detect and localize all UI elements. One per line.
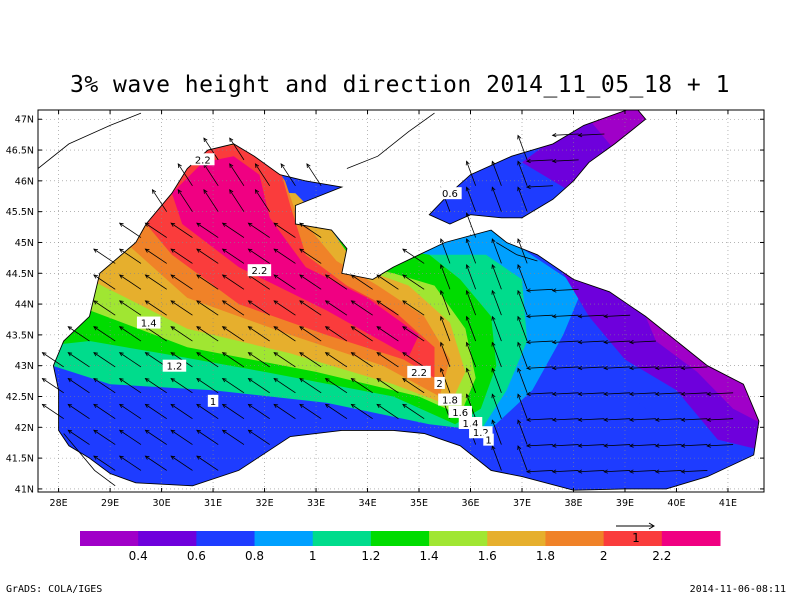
legend-swatch bbox=[312, 531, 372, 546]
legend-swatch bbox=[196, 531, 256, 546]
contour-label-box bbox=[438, 393, 462, 406]
lon-tick-label: 31E bbox=[204, 498, 222, 509]
contour-label-box bbox=[162, 359, 187, 372]
reference-vector-label: 1 bbox=[632, 531, 640, 545]
legend-swatch bbox=[370, 531, 430, 546]
legend-swatch bbox=[429, 531, 488, 546]
lat-tick-label: 45.5N bbox=[6, 207, 34, 218]
lon-tick-label: 35E bbox=[410, 498, 428, 509]
legend-label: 2 bbox=[600, 549, 608, 563]
contour-label: 1 bbox=[210, 397, 216, 408]
legend-label: 0.4 bbox=[129, 549, 148, 563]
legend-label: 1.8 bbox=[536, 549, 555, 563]
lon-tick-label: 28E bbox=[50, 498, 68, 509]
lat-tick-label: 43.5N bbox=[6, 330, 34, 341]
legend-label: 0.6 bbox=[187, 549, 206, 563]
contour-label-box bbox=[407, 365, 431, 378]
lon-tick-label: 40E bbox=[667, 498, 685, 509]
page-title: 3% wave height and direction 2014_11_05_… bbox=[70, 72, 730, 98]
color-legend: 0.4 0.6 0.8 1 1.2 1.4 1.6 1.8 2 2.2 bbox=[80, 531, 721, 563]
legend-label: 1.6 bbox=[478, 549, 497, 563]
axes: 47N 46.5N 46N 45.5N 45N 44.5N 44N 43.5N 43N 42.5N… bbox=[6, 110, 764, 509]
lat-lon-grid bbox=[38, 110, 764, 492]
contour-label-box bbox=[458, 416, 483, 429]
contour-label-box bbox=[207, 394, 219, 407]
lat-tick-label: 46.5N bbox=[6, 146, 34, 157]
legend-label: 1.4 bbox=[420, 549, 439, 563]
lon-tick-label: 32E bbox=[256, 498, 274, 509]
lon-tick-label: 37E bbox=[513, 498, 531, 509]
contour-label: 1.4 bbox=[141, 319, 157, 330]
contour-label-box bbox=[136, 316, 161, 329]
contour-label-box bbox=[247, 264, 272, 277]
contour-label-box bbox=[483, 433, 494, 446]
lat-tick-label: 46N bbox=[15, 176, 34, 187]
contour-label-box bbox=[434, 376, 445, 389]
lat-tick-label: 44.5N bbox=[6, 269, 34, 280]
contour-label-box bbox=[438, 187, 462, 200]
contour-label: 0.6 bbox=[442, 189, 458, 200]
contour-label: 1.6 bbox=[452, 408, 468, 419]
contour-label: 1.8 bbox=[442, 396, 458, 407]
legend-swatch bbox=[487, 531, 546, 546]
contour-label: 1.4 bbox=[463, 419, 479, 430]
contour-label: 2 bbox=[436, 379, 442, 390]
lat-tick-label: 42N bbox=[15, 423, 34, 434]
lat-tick-label: 42.5N bbox=[6, 392, 34, 403]
lon-tick-label: 36E bbox=[461, 498, 479, 509]
reference-arrow-head bbox=[648, 522, 655, 530]
contour-labels: 2.20.62.21.41.212.221.81.61.41.21 bbox=[136, 153, 494, 447]
contour-label: 2.2 bbox=[195, 155, 211, 166]
contour-label-box bbox=[448, 405, 472, 418]
lat-tick-label: 43N bbox=[15, 361, 34, 372]
lon-tick-label: 38E bbox=[564, 498, 582, 509]
lat-tick-label: 44N bbox=[15, 300, 34, 311]
contour-label: 2.2 bbox=[251, 266, 267, 277]
map-frame bbox=[37, 109, 765, 493]
legend-label: 2.2 bbox=[652, 549, 671, 563]
lon-tick-label: 30E bbox=[153, 498, 171, 509]
legend-swatch bbox=[545, 531, 605, 546]
lon-tick-label: 41E bbox=[719, 498, 737, 509]
legend-swatch bbox=[603, 531, 663, 546]
contour-label: 1.2 bbox=[473, 428, 489, 439]
legend-swatch bbox=[80, 531, 139, 546]
lon-tick-label: 29E bbox=[101, 498, 119, 509]
contour-label: 2.2 bbox=[411, 368, 427, 379]
legend-label: 1 bbox=[309, 549, 317, 563]
legend-label: 0.8 bbox=[245, 549, 264, 563]
contour-label: 1 bbox=[485, 436, 491, 447]
lon-tick-label: 33E bbox=[307, 498, 325, 509]
lat-tick-label: 41N bbox=[15, 484, 34, 495]
footer-timestamp: 2014-11-06-08:11 bbox=[689, 584, 786, 595]
lat-tick-label: 47N bbox=[15, 115, 34, 126]
lon-tick-label: 34E bbox=[358, 498, 376, 509]
contour-label: 1.2 bbox=[166, 362, 182, 373]
lat-tick-label: 41.5N bbox=[6, 454, 34, 465]
legend-swatch bbox=[254, 531, 314, 546]
legend-label: 1.2 bbox=[361, 549, 380, 563]
footer-credit: GrADS: COLA/IGES bbox=[6, 584, 103, 595]
reference-vector: 1 bbox=[616, 522, 655, 545]
lat-tick-label: 45N bbox=[15, 238, 34, 249]
legend-swatch bbox=[661, 531, 721, 546]
contour-label-box bbox=[191, 153, 215, 166]
legend-swatch bbox=[138, 531, 197, 546]
lon-tick-label: 39E bbox=[616, 498, 634, 509]
